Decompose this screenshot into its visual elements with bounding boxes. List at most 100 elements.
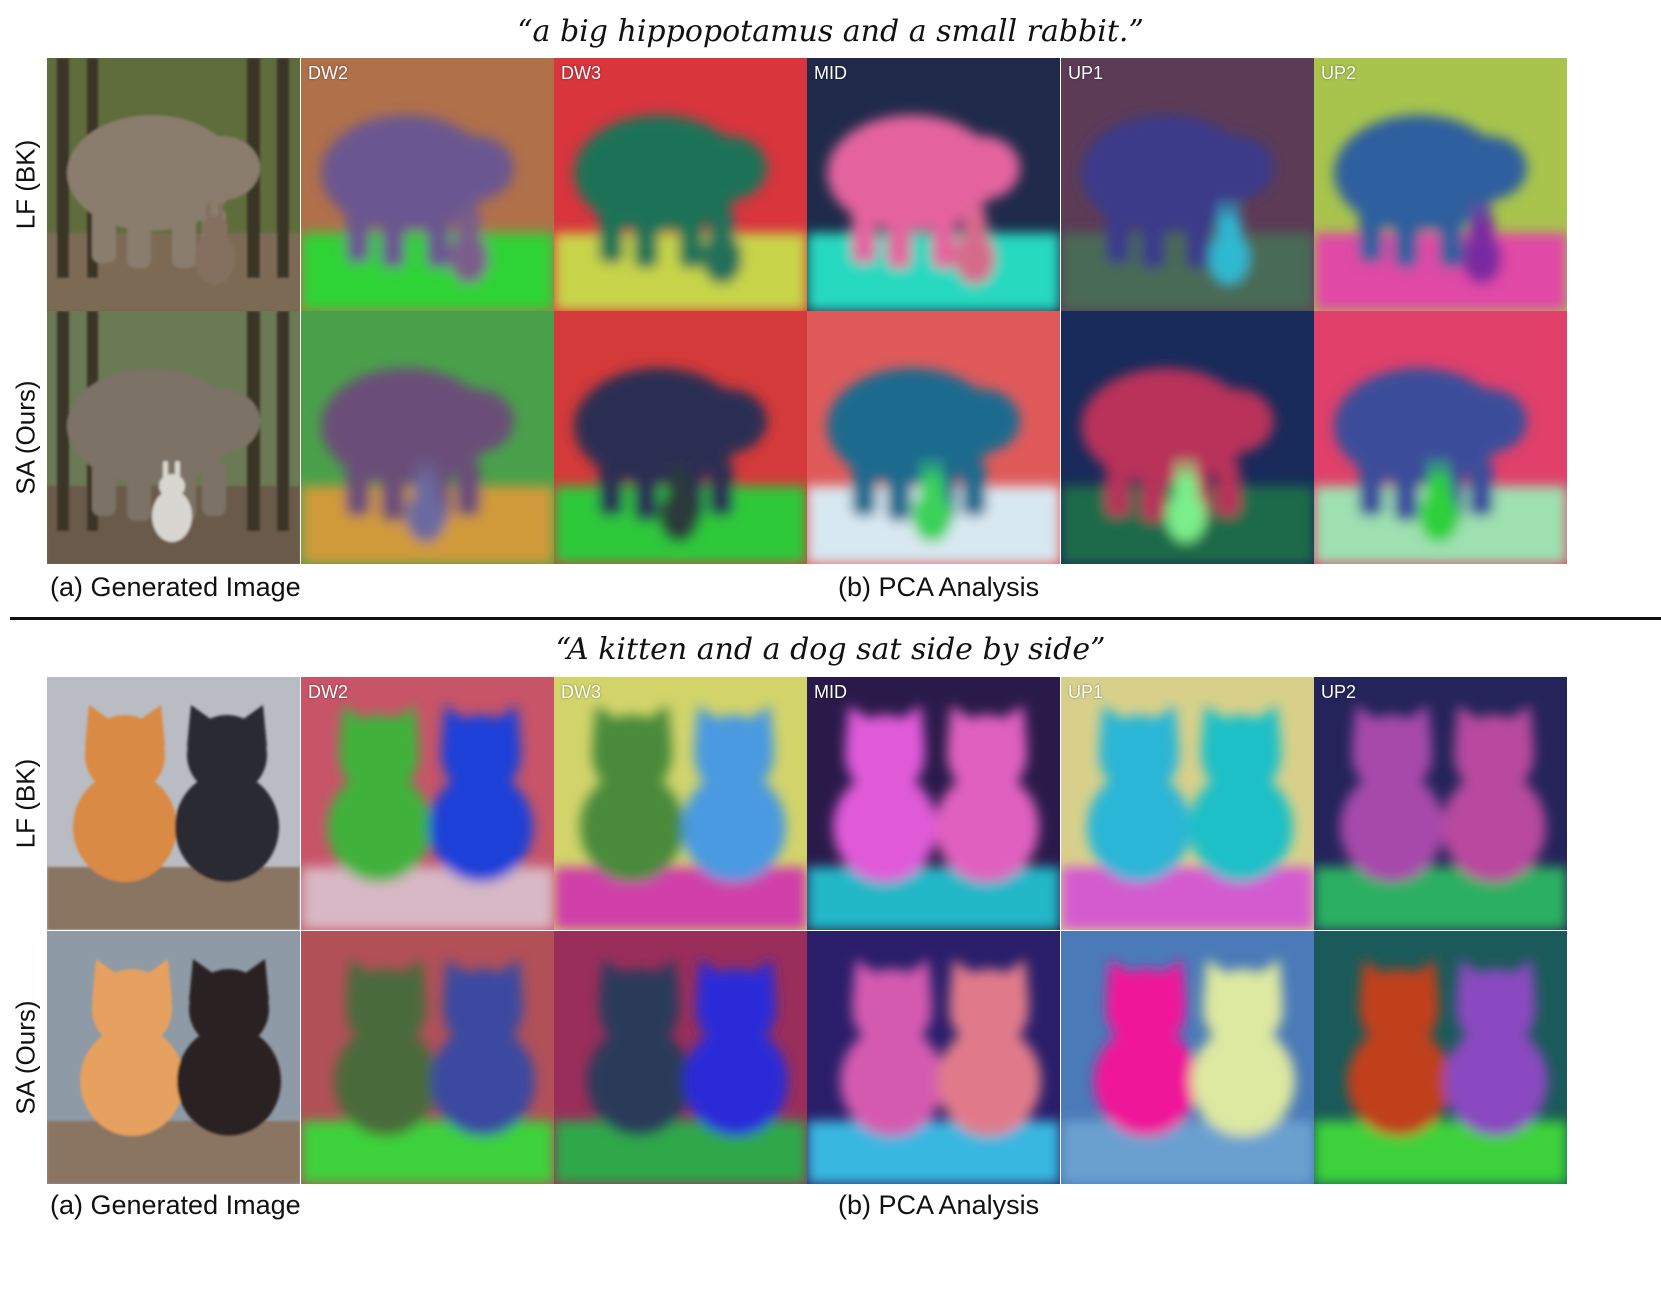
rabbit-ear bbox=[1473, 203, 1478, 225]
ground-region bbox=[47, 867, 300, 930]
scene-group bbox=[807, 705, 1060, 930]
dog-shape-body bbox=[1191, 1026, 1295, 1136]
pca-map bbox=[301, 931, 554, 1184]
rabbit-shape bbox=[406, 461, 446, 542]
tile-illustration bbox=[554, 368, 807, 564]
rabbit-body bbox=[1419, 490, 1459, 542]
kitten-shape-body bbox=[1340, 772, 1444, 882]
rabbit-body bbox=[1462, 232, 1502, 284]
kitten-shape bbox=[334, 959, 438, 1136]
kitten-shape bbox=[1347, 959, 1451, 1136]
rabbit-head bbox=[456, 216, 482, 240]
rabbit-shape bbox=[1419, 461, 1459, 542]
hippo-leg bbox=[852, 461, 876, 516]
kitten-shape bbox=[1340, 705, 1444, 882]
hippo-leg bbox=[1106, 208, 1130, 263]
ground-region bbox=[301, 867, 554, 930]
hippo-body bbox=[574, 115, 744, 231]
kitten-shape-head bbox=[1106, 969, 1186, 1049]
hippo-body bbox=[1334, 115, 1504, 231]
hippo-leg bbox=[962, 461, 986, 516]
rabbit-ear bbox=[670, 461, 675, 483]
tile-illustration bbox=[1314, 959, 1567, 1184]
tile-illustration bbox=[301, 368, 554, 564]
tile-illustration bbox=[807, 115, 1060, 311]
scene-group bbox=[554, 115, 807, 311]
layer-tag: DW2 bbox=[308, 682, 348, 702]
tree-trunk bbox=[57, 58, 69, 278]
scene-group bbox=[47, 959, 300, 1184]
hippo-leg bbox=[1106, 461, 1130, 516]
generated-image-label: (a) Generated Image bbox=[50, 572, 301, 602]
dog-shape-ear bbox=[742, 705, 774, 747]
dog-shape bbox=[431, 959, 535, 1136]
kitten-shape-head bbox=[1352, 715, 1432, 795]
kitten-shape-ear bbox=[1352, 705, 1384, 747]
kitten-shape-ear bbox=[1106, 959, 1138, 1001]
ground-region bbox=[301, 1121, 554, 1184]
scene-group bbox=[807, 115, 1060, 311]
scene-group bbox=[1061, 705, 1314, 930]
hippo-leg bbox=[127, 213, 151, 268]
hippo-leg bbox=[709, 461, 733, 516]
kitten-shape-body bbox=[334, 1026, 438, 1136]
rabbit-ear bbox=[978, 203, 983, 225]
scene-group bbox=[1314, 959, 1567, 1184]
kitten-shape-ear bbox=[133, 705, 165, 747]
hippo-shape bbox=[321, 368, 514, 521]
figure-caption-prompt: “a big hippopotamus and a small rabbit.” bbox=[517, 14, 1144, 49]
ground-region bbox=[554, 1121, 807, 1184]
hippo-body bbox=[321, 115, 491, 231]
kitten-shape-ear bbox=[387, 705, 419, 747]
scene-group bbox=[807, 959, 1060, 1184]
dog-shape bbox=[1444, 959, 1548, 1136]
kitten-shape-ear bbox=[599, 959, 631, 1001]
dog-shape-ear bbox=[1201, 705, 1233, 747]
hippo-leg bbox=[426, 213, 450, 268]
dog-shape bbox=[684, 959, 788, 1136]
tile-illustration bbox=[1061, 368, 1314, 564]
rabbit-ear bbox=[966, 203, 971, 225]
pca-map: UP2 bbox=[1314, 677, 1567, 930]
dog-shape-ear bbox=[696, 959, 728, 1001]
figure-caption-prompt: “A kitten and a dog sat side by side” bbox=[555, 632, 1106, 667]
hippo-leg bbox=[599, 208, 623, 263]
tree-trunk bbox=[277, 58, 289, 278]
hippo-leg bbox=[1216, 461, 1240, 516]
hippo-head bbox=[944, 136, 1020, 200]
dog-shape bbox=[1442, 705, 1546, 882]
row-label: LF (BK) bbox=[6, 677, 46, 930]
hippo-head bbox=[1451, 389, 1527, 453]
hippo-leg bbox=[456, 461, 480, 516]
dog-shape-ear bbox=[995, 705, 1027, 747]
kitten-shape-ear bbox=[1147, 705, 1179, 747]
hippo-head bbox=[944, 389, 1020, 453]
kitten-shape-body bbox=[580, 772, 684, 882]
pca-analysis-label: (b) PCA Analysis bbox=[838, 572, 1040, 602]
hippo-head bbox=[1198, 389, 1274, 453]
dog-shape bbox=[937, 959, 1041, 1136]
hippo-leg bbox=[172, 213, 196, 268]
kitten-shape bbox=[833, 705, 937, 882]
pca-map bbox=[554, 311, 807, 564]
row-label-text: LF (BK) bbox=[10, 139, 41, 230]
pca-map: DW2 bbox=[301, 58, 554, 311]
dog-shape-ear bbox=[744, 959, 776, 1001]
hippo-shape bbox=[574, 368, 767, 521]
dog-shape-head bbox=[949, 969, 1029, 1049]
scene-group bbox=[301, 368, 554, 564]
rabbit-shape bbox=[955, 203, 995, 284]
tile-illustration bbox=[554, 959, 807, 1184]
hippo-leg bbox=[346, 208, 370, 263]
hippo-leg bbox=[127, 466, 151, 521]
rabbit-head bbox=[962, 216, 988, 240]
kitten-shape-ear bbox=[394, 959, 426, 1001]
hippo-head bbox=[691, 389, 767, 453]
rabbit-body bbox=[195, 232, 235, 284]
pca-map: MID bbox=[807, 58, 1060, 311]
kitten-shape-ear bbox=[1400, 705, 1432, 747]
dog-shape-ear bbox=[1251, 959, 1283, 1001]
hippo-leg bbox=[92, 208, 116, 263]
tile-illustration bbox=[807, 959, 1060, 1184]
hippo-leg bbox=[1141, 466, 1165, 521]
